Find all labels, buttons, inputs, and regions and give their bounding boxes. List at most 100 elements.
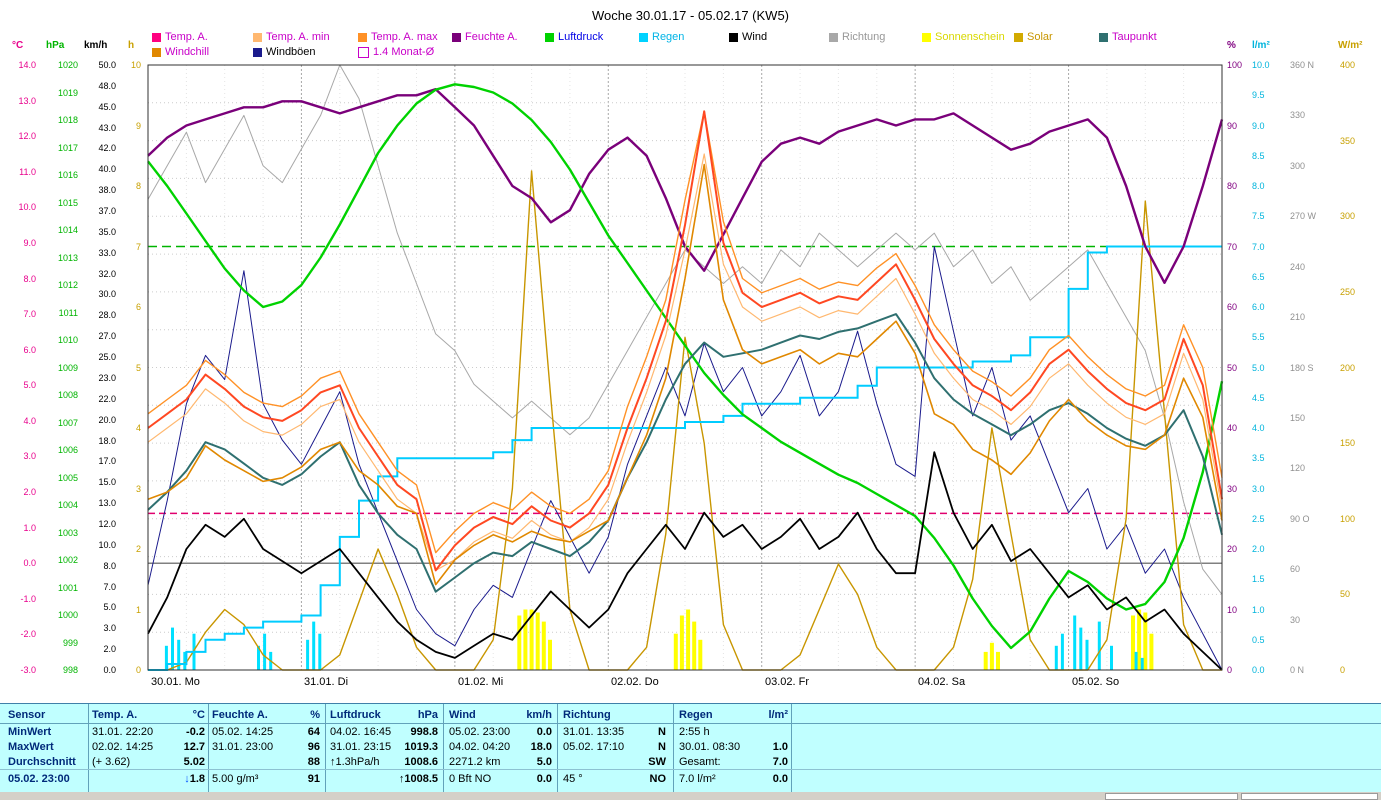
table-col-title: Regen — [679, 709, 713, 721]
legend-item-regen: Regen — [639, 31, 684, 43]
table-cell-info: 04.02. 16:45 — [330, 726, 392, 738]
axis-tick-deg: 270 W — [1290, 211, 1317, 221]
legend-item-luftdruck: Luftdruck — [545, 31, 603, 43]
table-col-title: Wind — [449, 709, 476, 721]
legend-label: Windböen — [266, 46, 316, 58]
axis-tick-hpa: 1011 — [58, 308, 78, 318]
axis-unit-kmh: km/h — [84, 40, 108, 51]
bar-sonnenschein — [989, 642, 994, 670]
bar-regen-rate — [1054, 645, 1058, 670]
axis-tick-hpa: 1014 — [57, 225, 78, 235]
axis-tick-kmh: 15.0 — [98, 477, 116, 487]
axis-tick-temp: 6.0 — [23, 345, 36, 355]
axis-tick-kmh: 43.0 — [98, 123, 116, 133]
legend-label: Windchill — [165, 46, 210, 58]
bar-sonnenschein — [517, 615, 522, 670]
axis-tick-kmh: 0.0 — [103, 665, 116, 675]
axis-tick-wm2: 400 — [1340, 60, 1356, 70]
wind-swatch-icon — [729, 32, 738, 42]
table-cell-value: 0.0 — [772, 773, 788, 785]
axis-tick-kmh: 27.0 — [98, 331, 116, 341]
axis-tick-deg: 120 — [1290, 463, 1306, 473]
axis-tick-kmh: 48.0 — [98, 81, 116, 91]
legend-item-taupunkt: Taupunkt — [1099, 31, 1157, 43]
series-taupunkt — [147, 313, 1223, 593]
axis-tick-lm2: 0.5 — [1252, 635, 1265, 645]
bar-regen-rate — [1134, 651, 1138, 670]
bar-regen-rate — [312, 621, 316, 670]
axis-tick-lm2: 9.5 — [1252, 90, 1265, 100]
bar-regen-rate — [257, 645, 260, 670]
axis-tick-lm2: 2.5 — [1252, 514, 1265, 524]
axis-tick-kmh: 30.0 — [98, 289, 116, 299]
legend-item-solar: Solar — [1014, 31, 1053, 43]
bar-regen-rate — [1097, 621, 1101, 670]
axis-tick-lm2: 4.0 — [1252, 423, 1265, 433]
axis-tick-hpa: 1017 — [57, 143, 78, 153]
axis-tick-temp: 5.0 — [23, 380, 36, 390]
axis-tick-kmh: 12.0 — [98, 519, 116, 529]
axis-tick-temp: -3.0 — [20, 665, 36, 675]
axis-tick-sunh: 0 — [135, 665, 141, 675]
table-cell-value: 1.0 — [772, 741, 788, 753]
table-corner-label: Sensor — [8, 709, 46, 721]
axis-tick-hpa: 1018 — [57, 115, 78, 125]
chart-title: Woche 30.01.17 - 05.02.17 (KW5) — [591, 8, 790, 23]
axis-tick-pct: 0 — [1227, 665, 1233, 675]
axis-tick-pct: 100 — [1227, 60, 1243, 70]
bar-regen-rate — [164, 645, 168, 670]
axis-tick-kmh: 25.0 — [98, 352, 116, 362]
series-wind — [147, 451, 1223, 671]
x-axis-label: 03.02. Fr — [765, 676, 810, 688]
table-cell-value: 7.0 — [772, 756, 788, 768]
legend-label: Temp. A. — [165, 31, 208, 43]
bar-sonnenschein — [679, 615, 684, 670]
bar-regen-rate — [1085, 639, 1089, 671]
axis-tick-kmh: 20.0 — [98, 415, 116, 425]
axis-tick-pct: 10 — [1227, 605, 1238, 615]
axis-tick-lm2: 3.0 — [1252, 484, 1265, 494]
axis-tick-wm2: 100 — [1340, 514, 1356, 524]
table-cell-info: 2:55 h — [679, 726, 710, 738]
axis-tick-pct: 90 — [1227, 121, 1238, 131]
axis-tick-hpa: 1016 — [57, 170, 78, 180]
table-col-unit: hPa — [417, 709, 438, 721]
axis-tick-lm2: 6.0 — [1252, 302, 1265, 312]
axis-tick-sunh: 5 — [135, 363, 141, 373]
bar-sonnenschein — [686, 609, 691, 670]
axis-tick-temp: 3.0 — [23, 451, 36, 461]
axis-tick-lm2: 7.5 — [1252, 211, 1265, 221]
table-cell-info: 31.01. 22:20 — [92, 726, 154, 738]
table-col-title: Richtung — [563, 709, 611, 721]
axis-tick-temp: 7.0 — [23, 309, 36, 319]
table-cell-value: 96 — [307, 741, 320, 753]
axis-tick-lm2: 2.0 — [1252, 544, 1265, 554]
axis-tick-kmh: 32.0 — [98, 269, 116, 279]
x-axis-label: 02.02. Do — [611, 676, 659, 688]
axis-tick-lm2: 7.0 — [1252, 242, 1265, 252]
bar-sonnenschein — [541, 621, 546, 670]
table-cell-value: ↑1008.5 — [398, 773, 438, 785]
axis-tick-lm2: 5.5 — [1252, 332, 1265, 342]
regen-swatch-icon — [639, 32, 648, 42]
axis-tick-temp: 8.0 — [23, 274, 36, 284]
legend-label: Solar — [1027, 31, 1053, 43]
x-axis-label: 05.02. So — [1072, 676, 1120, 688]
axis-tick-lm2: 5.0 — [1252, 363, 1265, 373]
bar-regen-rate — [177, 639, 181, 671]
axis-tick-hpa: 1010 — [57, 335, 78, 345]
axis-tick-pct: 20 — [1227, 544, 1238, 554]
axis-tick-wm2: 50 — [1340, 589, 1351, 599]
axis-tick-hpa: 1012 — [57, 280, 78, 290]
x-axis-label: 04.02. Sa — [918, 676, 966, 688]
bar-regen-rate — [1073, 615, 1077, 670]
table-cell-value: 1008.6 — [404, 756, 438, 768]
axis-tick-temp: -2.0 — [20, 629, 36, 639]
series-windboeen — [147, 246, 1223, 671]
axis-tick-kmh: 18.0 — [98, 436, 116, 446]
status-strip — [0, 792, 1381, 800]
legend-label: Feuchte A. — [465, 31, 518, 43]
table-cell-info: Gesamt: — [679, 756, 721, 768]
table-row-label: Durchschnitt — [8, 756, 76, 768]
